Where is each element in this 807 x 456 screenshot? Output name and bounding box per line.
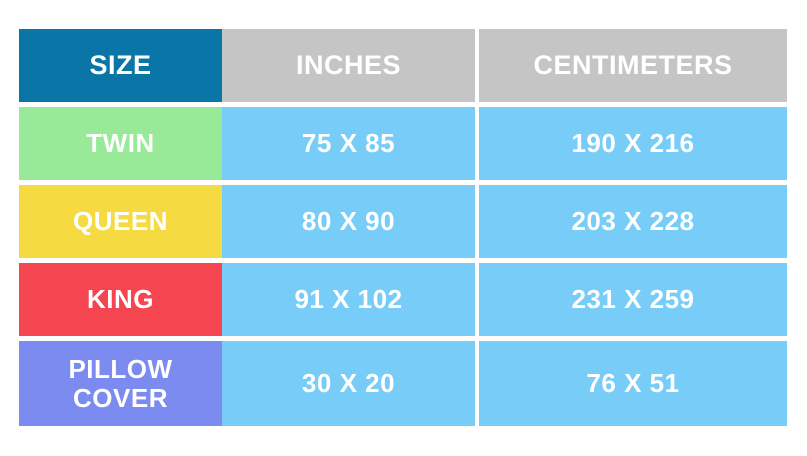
table-row-king: KING 91 X 102 231 X 259 xyxy=(19,263,787,336)
table-row-queen: QUEEN 80 X 90 203 X 228 xyxy=(19,185,787,258)
column-header-size: SIZE xyxy=(19,29,222,102)
size-label-cell: QUEEN xyxy=(19,185,222,258)
centimeters-value-cell: 203 X 228 xyxy=(479,185,787,258)
table-row-twin: TWIN 75 X 85 190 X 216 xyxy=(19,107,787,180)
size-label-cell: TWIN xyxy=(19,107,222,180)
inches-value-cell: 30 X 20 xyxy=(222,341,475,426)
centimeters-value-cell: 231 X 259 xyxy=(479,263,787,336)
centimeters-value-cell: 76 X 51 xyxy=(479,341,787,426)
column-header-centimeters: CENTIMETERS xyxy=(479,29,787,102)
column-header-inches: INCHES xyxy=(222,29,475,102)
inches-value-cell: 91 X 102 xyxy=(222,263,475,336)
centimeters-value-cell: 190 X 216 xyxy=(479,107,787,180)
size-label-cell: PILLOW COVER xyxy=(19,341,222,426)
inches-value-cell: 75 X 85 xyxy=(222,107,475,180)
size-label-cell: KING xyxy=(19,263,222,336)
size-chart-table: SIZE INCHES CENTIMETERS TWIN 75 X 85 190… xyxy=(19,29,787,426)
inches-value-cell: 80 X 90 xyxy=(222,185,475,258)
header-row: SIZE INCHES CENTIMETERS xyxy=(19,29,787,102)
table-row-pillow-cover: PILLOW COVER 30 X 20 76 X 51 xyxy=(19,341,787,426)
